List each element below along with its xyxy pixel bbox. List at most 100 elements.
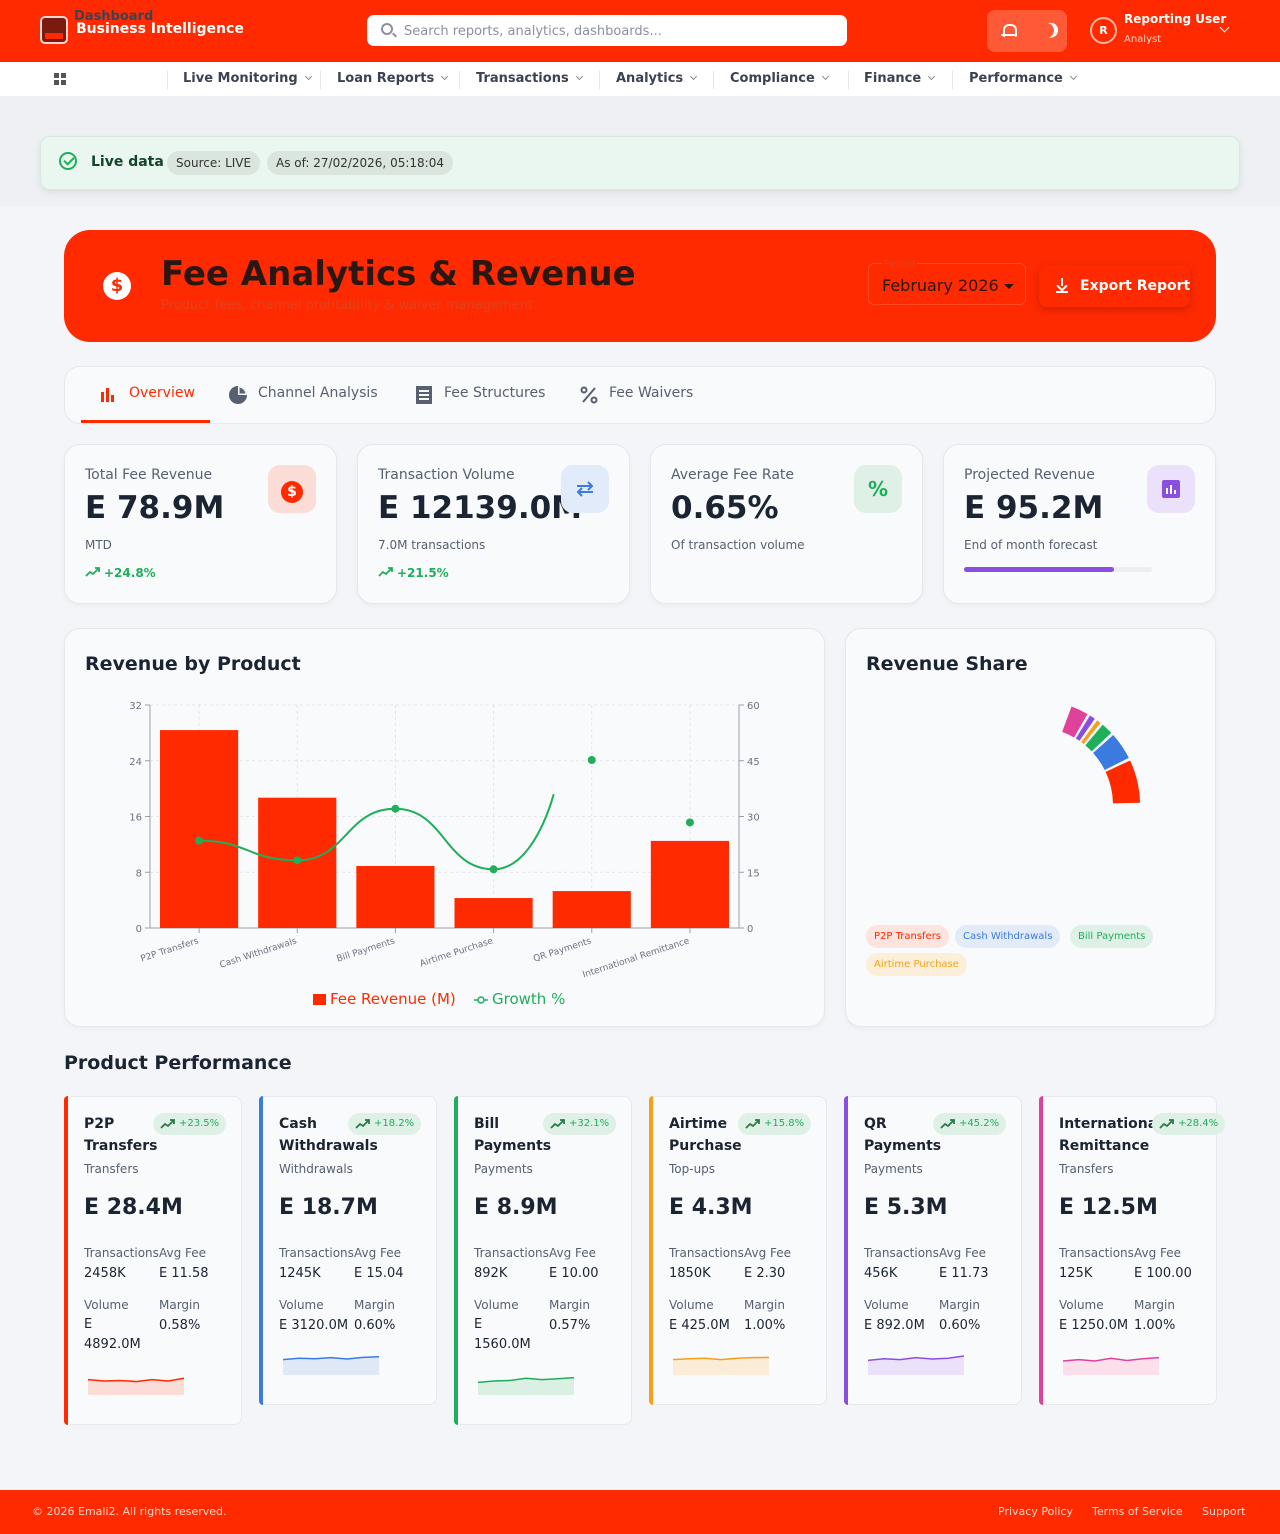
slice-bill-payments[interactable] bbox=[1085, 724, 1112, 752]
page-title: Fee Analytics & Revenue bbox=[161, 254, 636, 294]
slice-cash-withdrawals[interactable] bbox=[1093, 734, 1129, 771]
user-name[interactable]: Reporting User bbox=[1124, 12, 1227, 26]
caret-down-icon[interactable] bbox=[1004, 284, 1014, 289]
live-label: Live data bbox=[91, 154, 164, 170]
growth-point-p2p-transfers bbox=[195, 836, 204, 845]
slice-airtime-purchase[interactable] bbox=[1081, 720, 1101, 745]
tab-fee-waivers[interactable]: Fee Waivers bbox=[609, 385, 694, 401]
legend-chip-bill-payments[interactable]: Bill Payments bbox=[1070, 925, 1154, 948]
nav-label: Finance bbox=[864, 71, 922, 86]
product-revenue: E 5.3M bbox=[864, 1195, 948, 1220]
bell-icon[interactable] bbox=[1001, 23, 1017, 39]
transactions-label: Transactions bbox=[864, 1246, 939, 1260]
brand-title[interactable]: Business Intelligence bbox=[76, 21, 244, 37]
chevron-down-icon bbox=[1069, 72, 1077, 81]
nav-dashboard[interactable]: Dashboard bbox=[74, 9, 153, 24]
nav-analytics[interactable]: Analytics bbox=[616, 71, 698, 86]
avg-fee-value: E 15.04 bbox=[354, 1266, 404, 1281]
nav-divider bbox=[848, 71, 849, 89]
period-select[interactable] bbox=[868, 263, 1026, 305]
download-icon-base bbox=[1056, 291, 1068, 293]
slice-international-remittance[interactable] bbox=[1062, 706, 1088, 738]
product-revenue: E 28.4M bbox=[84, 1195, 183, 1220]
y-tick-label: 8 bbox=[136, 868, 142, 879]
receipt-icon bbox=[416, 386, 432, 404]
nav-divider bbox=[320, 71, 321, 89]
nav-label: Compliance bbox=[730, 71, 815, 86]
trend-up-icon bbox=[85, 567, 100, 577]
margin-label: Margin bbox=[159, 1298, 200, 1312]
avg-fee-value: E 11.73 bbox=[939, 1266, 989, 1281]
growth-value: +28.4% bbox=[1178, 1118, 1219, 1129]
growth-value: +45.2% bbox=[959, 1118, 1000, 1129]
product-card[interactable]: International Remittance +28.4% Transfers E… bbox=[1039, 1096, 1226, 1405]
nav-transactions[interactable]: Transactions bbox=[476, 71, 583, 86]
legend-chip-cash-withdrawals[interactable]: Cash Withdrawals bbox=[955, 925, 1061, 948]
period-label: Period bbox=[882, 259, 918, 270]
search-bar[interactable] bbox=[367, 15, 847, 46]
product-card[interactable]: Cash Withdrawals +18.2% Withdrawals E 18.7M… bbox=[259, 1096, 437, 1405]
slice-p2p-transfers[interactable] bbox=[1105, 760, 1140, 804]
nav-label: Performance bbox=[969, 71, 1063, 86]
product-accent-bar bbox=[649, 1096, 653, 1405]
product-card[interactable]: Bill Payments +32.1% Payments E 8.9M Transac… bbox=[454, 1096, 632, 1425]
legend-chip-p2p-transfers[interactable]: P2P Transfers bbox=[866, 925, 950, 948]
avg-fee-label: Avg Fee bbox=[354, 1246, 402, 1260]
nav-divider bbox=[599, 71, 600, 89]
support-link[interactable]: Support bbox=[1202, 1505, 1246, 1518]
chevron-down-icon bbox=[928, 72, 936, 81]
kpi-value: 0.65% bbox=[671, 490, 779, 526]
projection-progress-track bbox=[964, 567, 1152, 572]
avg-fee-label: Avg Fee bbox=[549, 1246, 597, 1260]
nav-loan-reports[interactable]: Loan Reports bbox=[337, 71, 449, 86]
product-category: Payments bbox=[864, 1162, 923, 1176]
legend-chip-airtime-purchase[interactable]: Airtime Purchase bbox=[866, 953, 967, 976]
chevron-down-icon bbox=[690, 72, 698, 81]
nav-live-monitoring[interactable]: Live Monitoring bbox=[183, 71, 312, 86]
chevron-down-icon bbox=[575, 72, 583, 81]
volume-label: Volume bbox=[1059, 1298, 1104, 1312]
terms-of-service-link[interactable]: Terms of Service bbox=[1092, 1505, 1183, 1518]
product-card[interactable]: P2P Transfers +23.5% Transfers E 28.4M Trans… bbox=[64, 1096, 242, 1425]
slice-qr-payments[interactable] bbox=[1075, 715, 1095, 741]
product-category: Transfers bbox=[1059, 1162, 1114, 1176]
trend-up-icon bbox=[378, 567, 393, 577]
export-label: Export Report bbox=[1080, 278, 1191, 294]
product-category: Withdrawals bbox=[279, 1162, 353, 1176]
privacy-policy-link[interactable]: Privacy Policy bbox=[998, 1505, 1073, 1518]
product-accent-bar bbox=[64, 1096, 68, 1425]
tab-overview[interactable]: Overview bbox=[129, 385, 195, 401]
search-input[interactable] bbox=[404, 21, 834, 41]
kpi-trend: +21.5% bbox=[397, 566, 449, 580]
nav-finance[interactable]: Finance bbox=[864, 71, 936, 86]
nav-performance[interactable]: Performance bbox=[969, 71, 1077, 86]
brand-logo[interactable] bbox=[40, 16, 68, 44]
kpi-value: E 12139.0M bbox=[378, 490, 583, 526]
y-tick-label: 24 bbox=[129, 757, 142, 768]
bar-bill-payments bbox=[356, 865, 435, 928]
product-card[interactable]: QR Payments +45.2% Payments E 5.3M Transacti… bbox=[844, 1096, 1022, 1405]
nav-label: Analytics bbox=[616, 71, 684, 86]
volume-value: E 1560.0M bbox=[474, 1317, 531, 1352]
margin-value: 0.60% bbox=[939, 1318, 981, 1333]
growth-badge: +23.5% bbox=[153, 1113, 227, 1135]
avatar[interactable]: R bbox=[1090, 17, 1117, 44]
product-card[interactable]: Airtime Purchase +15.8% Top-ups E 4.3M Trans… bbox=[649, 1096, 827, 1405]
tab-fee-structures[interactable]: Fee Structures bbox=[444, 385, 546, 401]
transactions-label: Transactions bbox=[474, 1246, 549, 1260]
avg-fee-value: E 2.30 bbox=[744, 1266, 786, 1281]
growth-badge: +32.1% bbox=[543, 1113, 617, 1135]
product-revenue: E 4.3M bbox=[669, 1195, 753, 1220]
kpi-title: Transaction Volume bbox=[378, 467, 515, 483]
volume-label: Volume bbox=[279, 1298, 324, 1312]
product-accent-bar bbox=[1039, 1096, 1043, 1405]
period-value[interactable]: February 2026 bbox=[882, 276, 999, 295]
sparkline-line bbox=[1063, 1356, 1159, 1362]
growth-value: +18.2% bbox=[374, 1118, 415, 1129]
nav-compliance[interactable]: Compliance bbox=[730, 71, 829, 86]
x-tick-label: P2P Transfers bbox=[140, 936, 201, 964]
tab-channel-analysis[interactable]: Channel Analysis bbox=[258, 385, 378, 401]
legend-label-fee-revenue: Fee Revenue (M) bbox=[330, 990, 456, 1008]
growth-value: +23.5% bbox=[179, 1118, 220, 1129]
trend-up-icon bbox=[940, 1119, 955, 1129]
